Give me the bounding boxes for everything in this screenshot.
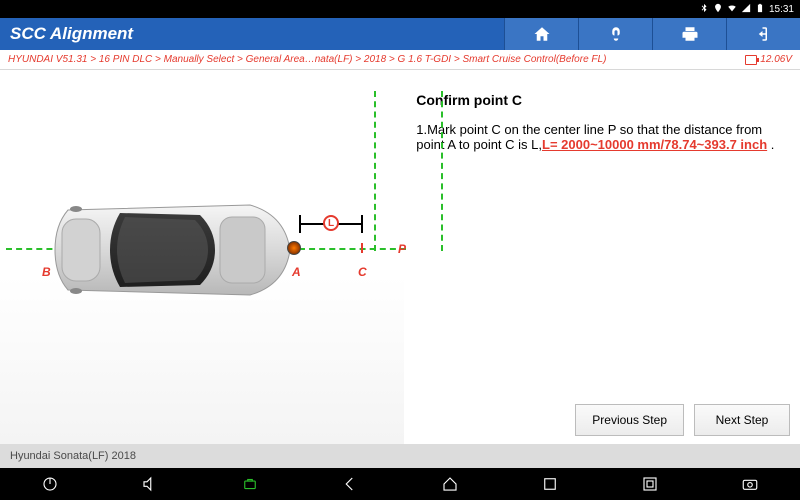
bluetooth-icon [699, 3, 709, 16]
nav-power-icon[interactable] [39, 473, 61, 495]
breadcrumb-path: HYUNDAI V51.31 > 16 PIN DLC > Manually S… [8, 54, 606, 65]
car-top-view [50, 195, 295, 305]
diagram-pane: L B A C P [0, 70, 404, 444]
guide-line-c [441, 91, 443, 251]
vehicle-info-bar: Hyundai Sonata(LF) 2018 [0, 444, 800, 468]
exit-button[interactable] [726, 18, 800, 50]
nav-home-icon[interactable] [439, 473, 461, 495]
nav-volume-icon[interactable] [139, 473, 161, 495]
location-icon [713, 3, 723, 16]
wifi-icon [727, 3, 737, 16]
nav-screenshot-icon[interactable] [639, 473, 661, 495]
nav-back-icon[interactable] [339, 473, 361, 495]
signal-icon [741, 3, 751, 16]
label-b: B [42, 265, 51, 279]
instr-suffix: . [767, 137, 774, 152]
action-buttons: Previous Step Next Step [575, 404, 790, 436]
point-c-tick [359, 243, 365, 253]
instr-highlight: L= 2000~10000 mm/78.74~393.7 inch [542, 137, 767, 152]
breadcrumb-bar: HYUNDAI V51.31 > 16 PIN DLC > Manually S… [0, 50, 800, 70]
nav-recent-icon[interactable] [539, 473, 561, 495]
instruction-heading: Confirm point C [416, 92, 782, 108]
android-nav-bar [0, 468, 800, 500]
instruction-text: 1.Mark point C on the center line P so t… [416, 122, 782, 152]
label-p: P [398, 242, 406, 256]
nav-camera-icon[interactable] [739, 473, 761, 495]
sensor-point-a [287, 241, 301, 255]
main-content: L B A C P Confirm point C 1.Mark point C… [0, 70, 800, 444]
dim-label-l: L [323, 215, 339, 231]
battery-icon [755, 3, 765, 16]
home-button[interactable] [504, 18, 578, 50]
previous-step-button[interactable]: Previous Step [575, 404, 684, 436]
dim-cap-right [361, 215, 363, 233]
label-c: C [358, 265, 367, 279]
vehicle-info-text: Hyundai Sonata(LF) 2018 [10, 450, 136, 462]
voltage-value: 12.06V [760, 54, 792, 65]
android-status-bar: 15:31 [0, 0, 800, 18]
app-title: SCC Alignment [10, 24, 133, 44]
label-a: A [292, 265, 301, 279]
battery-voltage-icon [745, 55, 757, 65]
support-button[interactable] [578, 18, 652, 50]
app-title-bar: SCC Alignment [0, 18, 800, 50]
guide-line-a [374, 91, 376, 251]
instruction-pane: Confirm point C 1.Mark point C on the ce… [404, 70, 800, 444]
status-time: 15:31 [769, 4, 794, 15]
next-step-button[interactable]: Next Step [694, 404, 790, 436]
print-button[interactable] [652, 18, 726, 50]
nav-app-icon[interactable] [239, 473, 261, 495]
